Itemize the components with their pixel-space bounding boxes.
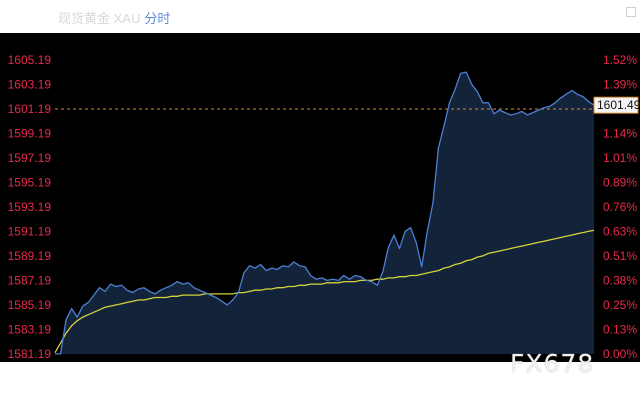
left-axis: 1605.19 1603.19 1601.19 1599.19 1597.19 1595.… (8, 53, 52, 361)
price-line (55, 71, 595, 355)
left-tick-label: 1595.19 (8, 176, 52, 190)
right-tick-label: 0.00% (603, 347, 637, 361)
left-tick-label: 1603.19 (8, 78, 52, 92)
left-tick-label: 1589.19 (8, 249, 52, 263)
right-tick-label: 0.25% (603, 298, 637, 312)
average-line (54, 229, 595, 354)
right-tick-label: 0.89% (603, 176, 637, 190)
right-tick-label: 0.76% (603, 200, 637, 214)
left-tick-label: 1585.19 (8, 298, 52, 312)
expand-icon[interactable] (626, 7, 636, 17)
price-area (55, 72, 594, 354)
timeframe-label[interactable]: 分时 (144, 11, 171, 26)
left-tick-label: 1597.19 (8, 151, 52, 165)
last-price-label: 1601.49 (597, 98, 640, 112)
right-tick-label: 1.39% (603, 78, 637, 92)
last-price-box (593, 96, 639, 114)
left-tick-label: 1599.19 (8, 127, 52, 141)
left-tick-label: 1587.19 (8, 274, 52, 288)
left-tick-label: 1593.19 (8, 200, 52, 214)
right-tick-label: 0.13% (603, 323, 637, 337)
right-tick-label: 1.52% (603, 53, 637, 67)
right-tick-label: 0.38% (603, 274, 637, 288)
right-tick-label: 0.51% (603, 249, 637, 263)
left-tick-label: 1581.19 (8, 347, 52, 361)
right-tick-label: 1.01% (603, 151, 637, 165)
intraday-chart: 1605.19 1603.19 1601.19 1599.19 1597.19 1595.… (0, 33, 640, 362)
right-tick-label: 1.14% (603, 127, 637, 141)
left-tick-label: 1605.19 (8, 53, 52, 67)
right-tick-label: 0.63% (603, 225, 637, 239)
chart-title: 现货黄金 XAU 分时 (58, 8, 170, 27)
right-axis: 1.52%1.39%1.26%1.14%1.01%0.89%0.76%0.63%… (603, 53, 637, 361)
chart-canvas: 1605.19 1603.19 1601.19 1599.19 1597.19 1595.… (8, 33, 640, 362)
left-tick-label: 1583.19 (8, 323, 52, 337)
left-tick-label: 1591.19 (8, 225, 52, 239)
last-price-tag: 1601.49 (593, 96, 640, 114)
left-tick-label: 1601.19 (8, 102, 52, 116)
instrument-label: 现货黄金 XAU (58, 11, 141, 26)
watermark: FX678 (510, 349, 595, 378)
